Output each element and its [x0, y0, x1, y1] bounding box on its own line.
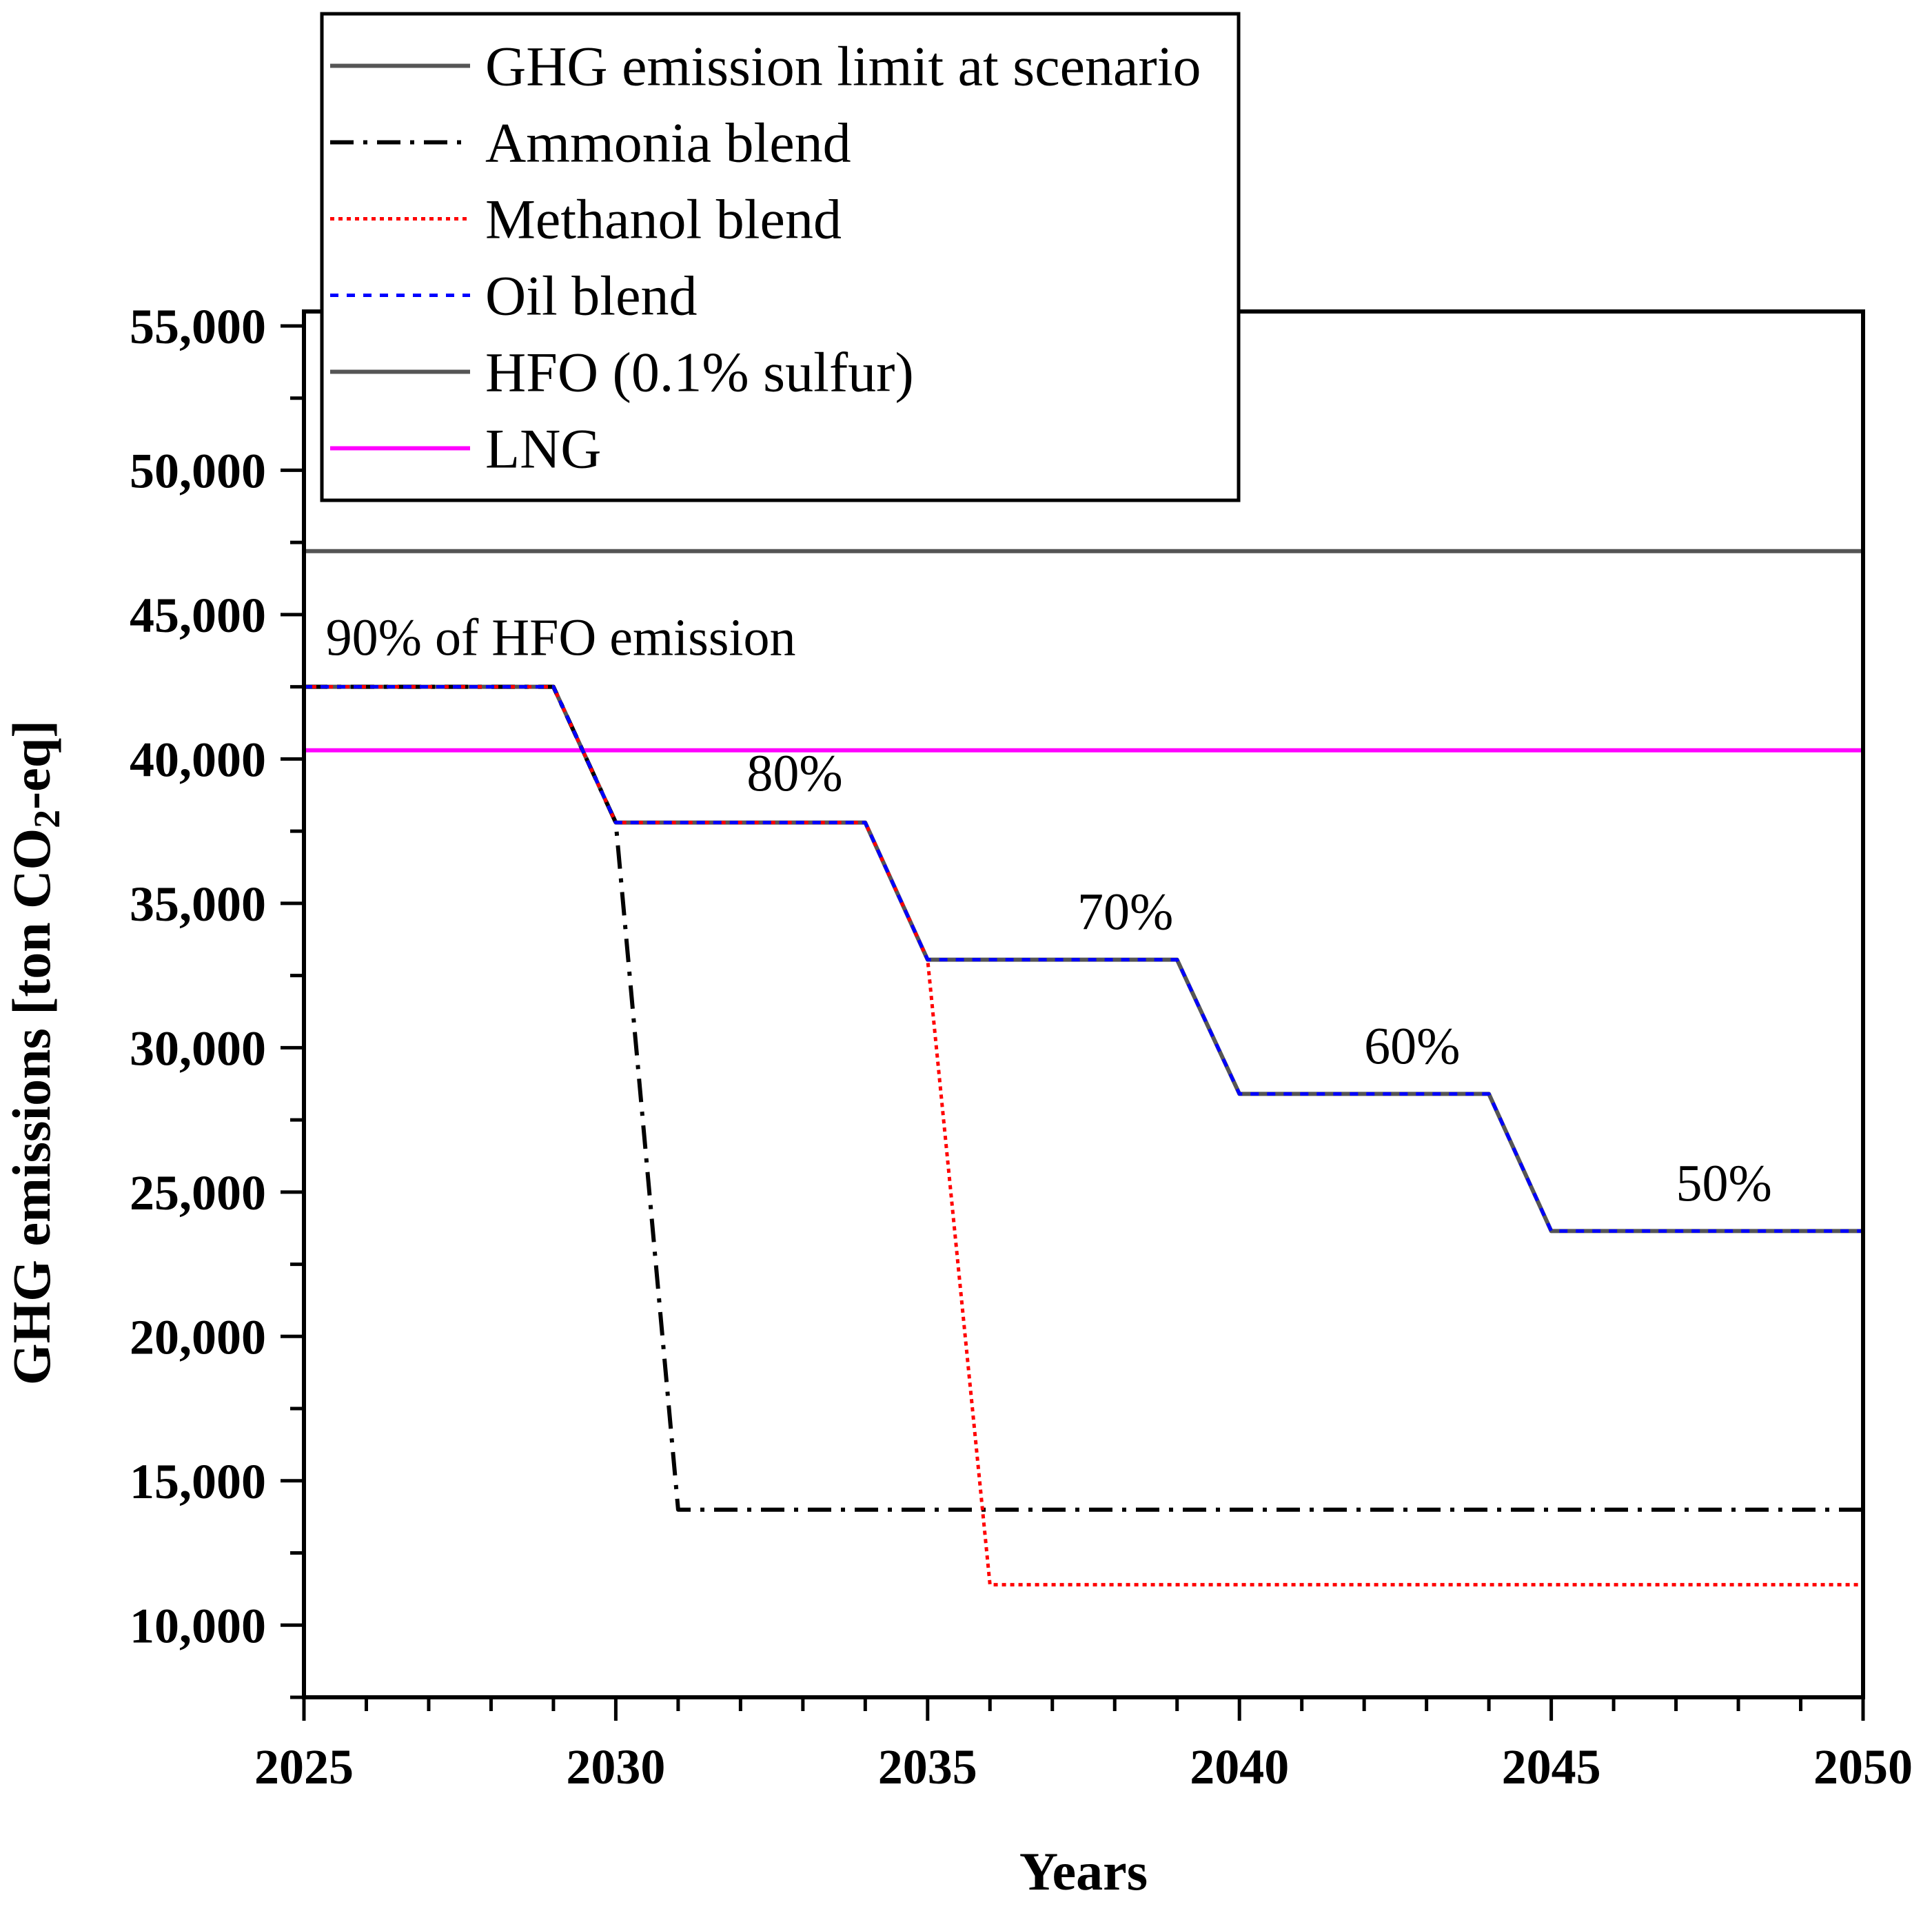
annotation-label: 70% — [1077, 883, 1173, 941]
x-tick-label: 2040 — [1190, 1739, 1289, 1794]
y-axis-title-suffix: -eq] — [1, 720, 61, 810]
annotation-label: 90% of HFO emission — [326, 609, 796, 667]
x-axis-title: Years — [1019, 1841, 1148, 1901]
series-line-methanol — [304, 685, 1863, 1587]
legend-item-ghg: GHG emission limit at scenario — [330, 35, 1201, 98]
y-tick-label: 15,000 — [130, 1454, 266, 1509]
x-tick-label: 2025 — [254, 1739, 354, 1794]
legend-item-hfo: HFO (0.1% sulfur) — [330, 341, 914, 404]
plot-frame — [302, 309, 1865, 1699]
legend-item-methanol: Methanol blend — [330, 188, 842, 251]
series-line-ammonia — [304, 684, 1863, 1512]
y-tick-label: 10,000 — [130, 1598, 266, 1653]
annotation-label: 60% — [1364, 1017, 1460, 1075]
legend-label: Methanol blend — [485, 188, 842, 251]
y-tick-label: 25,000 — [130, 1165, 266, 1220]
x-tick-label: 2030 — [566, 1739, 665, 1794]
y-tick-label: 35,000 — [130, 877, 266, 932]
legend-label: GHG emission limit at scenario — [485, 35, 1201, 98]
y-axis-title-subscript: 2 — [26, 810, 68, 828]
legend-item-ammonia: Ammonia blend — [330, 112, 851, 174]
series-line-ghg — [304, 684, 1863, 1234]
tick-labels: 2025 2030 2035 2040 2045 2050 10,000 15,000 20,0… — [130, 299, 1913, 1794]
legend-label: Oil blend — [485, 265, 697, 327]
y-tick-label: 50,000 — [130, 443, 266, 498]
legend-box — [320, 12, 1241, 502]
legend-label: Ammonia blend — [485, 112, 851, 174]
x-tick-label: 2035 — [878, 1739, 977, 1794]
legend: GHG emission limit at scenario Ammonia bl… — [320, 12, 1241, 502]
legend-item-lng: LNG — [330, 418, 602, 480]
y-tick-label: 30,000 — [130, 1021, 266, 1076]
legend-label: HFO (0.1% sulfur) — [485, 341, 914, 404]
y-tick-label: 40,000 — [130, 732, 266, 787]
y-tick-label: 45,000 — [130, 588, 266, 643]
legend-item-oil: Oil blend — [330, 265, 697, 327]
y-tick-label: 20,000 — [130, 1309, 266, 1364]
annotations: 90% of HFO emission 80% 70% 60% 50% — [326, 609, 1772, 1213]
annotation-label: 50% — [1676, 1154, 1772, 1212]
series-layer — [304, 549, 1863, 1587]
axis-ticks — [281, 324, 1865, 1721]
annotation-label: 80% — [746, 744, 842, 802]
y-tick-label: 55,000 — [130, 299, 266, 354]
x-tick-label: 2045 — [1502, 1739, 1601, 1794]
y-axis-title-main: GHG emissions [ton CO — [1, 828, 61, 1385]
legend-label: LNG — [485, 418, 602, 480]
legend-items: GHG emission limit at scenario Ammonia bl… — [330, 35, 1201, 480]
y-axis-title: GHG emissions [ton CO2-eq] — [1, 720, 68, 1385]
x-tick-label: 2050 — [1813, 1739, 1913, 1794]
